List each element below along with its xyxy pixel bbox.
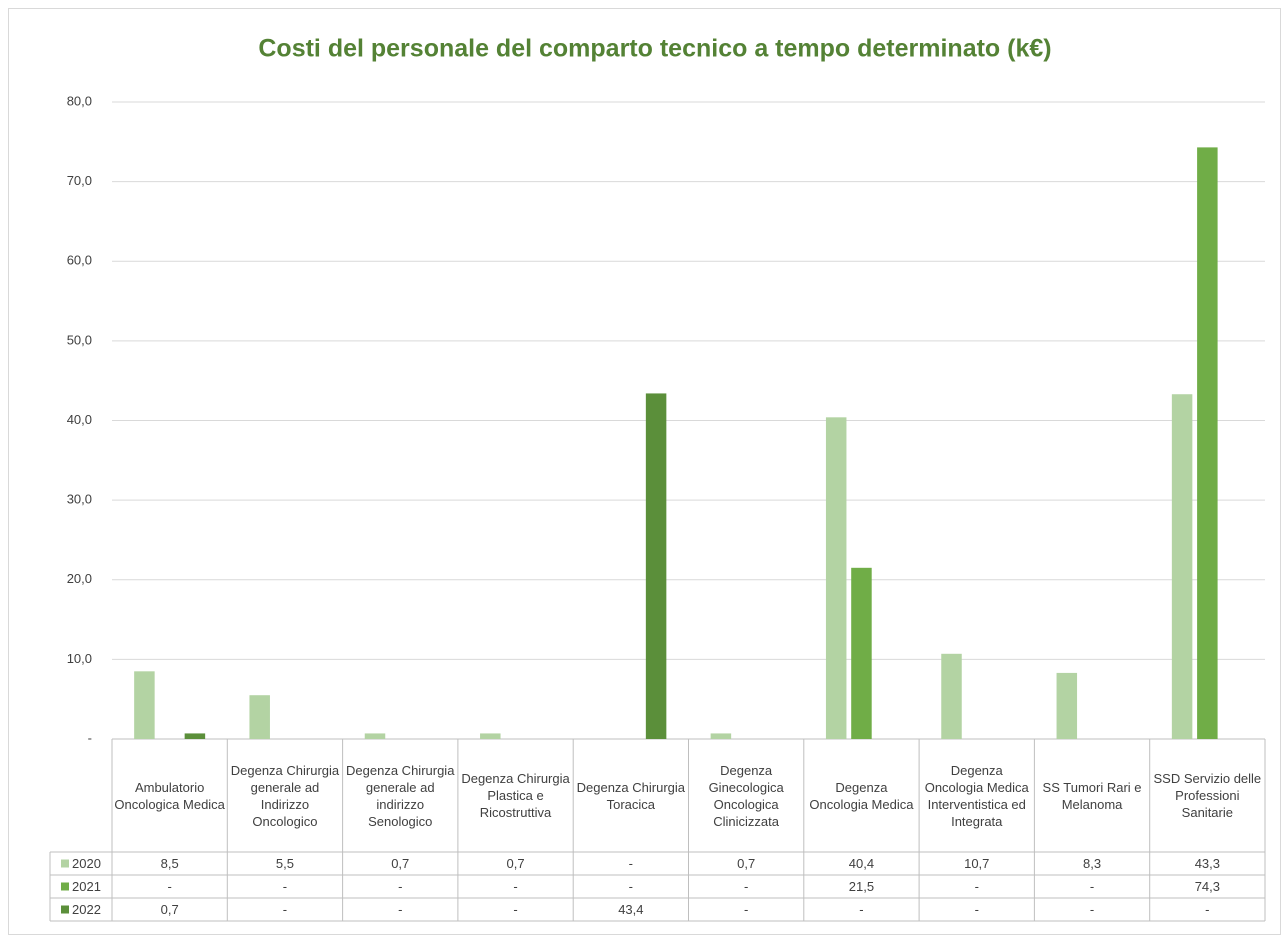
value-label: 8,5 (161, 856, 179, 871)
value-label: 0,7 (737, 856, 755, 871)
x-tick-label: Ambulatorio Oncologica Medica (114, 779, 225, 812)
x-category-cell: Ambulatorio Oncologica Medica (114, 779, 225, 812)
x-category-cell: Degenza Chirurgia Toracica (576, 779, 686, 812)
legend-label: 2021 (72, 879, 101, 894)
x-tick-label: Degenza Chirurgia generale ad indirizzo … (346, 762, 455, 829)
value-label: - (1205, 902, 1209, 917)
legend-label: 2022 (72, 902, 101, 917)
value-label: 40,4 (849, 856, 874, 871)
value-label: - (1090, 879, 1094, 894)
y-tick-label: 20,0 (67, 571, 92, 586)
x-category-cell: SS Tumori Rari e Melanoma (1042, 779, 1142, 812)
value-label: 0,7 (161, 902, 179, 917)
value-label: - (283, 902, 287, 917)
bar (851, 567, 872, 739)
bar (645, 393, 667, 739)
value-label: - (744, 879, 748, 894)
bar (364, 733, 386, 739)
legend-label: 2020 (72, 856, 101, 871)
x-category-cell: Degenza Ginecologica Oncologica Cliniciz… (708, 762, 784, 829)
bar (941, 653, 962, 739)
bar (825, 417, 847, 739)
chart-title: Costi del personale del comparto tecnico… (258, 35, 1051, 63)
bar (249, 695, 270, 739)
y-tick-label: 80,0 (67, 93, 92, 108)
value-label: - (975, 902, 979, 917)
x-category-cell: Degenza Chirurgia Plastica e Ricostrutti… (461, 771, 570, 820)
x-category-cell: Degenza Chirurgia generale ad indirizzo … (346, 762, 455, 829)
value-label: - (513, 902, 517, 917)
bar (134, 671, 155, 739)
value-label: - (1090, 902, 1094, 917)
bar (710, 733, 732, 739)
value-label: - (283, 879, 287, 894)
x-tick-label: SSD Servizio delle Professioni Sanitarie (1153, 771, 1262, 820)
y-tick-label: - (88, 730, 92, 745)
value-label: - (629, 879, 633, 894)
x-category-cell: SSD Servizio delle Professioni Sanitarie (1153, 771, 1262, 820)
y-tick-label: 50,0 (67, 332, 92, 347)
y-tick-label: 30,0 (67, 492, 92, 507)
value-label: 21,5 (849, 879, 874, 894)
bar (480, 733, 501, 739)
y-tick-label: 60,0 (67, 253, 92, 268)
value-label: 0,7 (391, 856, 409, 871)
bar (1171, 394, 1193, 739)
value-label: - (398, 879, 402, 894)
x-tick-label: Degenza Chirurgia Plastica e Ricostrutti… (461, 771, 570, 820)
bar (1197, 147, 1218, 740)
x-category-cell: Degenza Oncologia Medica Interventistica… (924, 762, 1029, 829)
x-tick-label: Degenza Ginecologica Oncologica Cliniciz… (708, 762, 784, 829)
chart-border (8, 8, 1281, 935)
value-label: - (744, 902, 748, 917)
legend-swatch (61, 882, 69, 891)
value-label: - (398, 902, 402, 917)
legend-swatch (61, 905, 69, 914)
value-label: 0,7 (507, 856, 525, 871)
legend-swatch (61, 859, 69, 868)
value-label: 10,7 (964, 856, 989, 871)
x-category-cell: Degenza Oncologia Medica (809, 779, 914, 812)
y-tick-label: 10,0 (67, 651, 92, 666)
y-tick-label: 40,0 (67, 412, 92, 427)
value-label: - (629, 856, 633, 871)
x-category-cell: Degenza Chirurgia generale ad Indirizzo … (230, 762, 340, 829)
value-label: 43,3 (1195, 856, 1220, 871)
value-label: 5,5 (276, 856, 294, 871)
bar (184, 733, 206, 739)
value-label: - (167, 879, 171, 894)
bar (1056, 672, 1078, 739)
value-label: 8,3 (1083, 856, 1101, 871)
x-tick-label: Degenza Oncologia Medica (809, 779, 914, 812)
value-label: - (859, 902, 863, 917)
value-label: - (975, 879, 979, 894)
x-tick-label: Degenza Oncologia Medica Interventistica… (924, 762, 1029, 829)
x-tick-label: Degenza Chirurgia generale ad Indirizzo … (230, 762, 340, 829)
y-tick-label: 70,0 (67, 173, 92, 188)
value-label: - (513, 879, 517, 894)
x-tick-label: SS Tumori Rari e Melanoma (1042, 779, 1142, 812)
value-label: 74,3 (1195, 879, 1220, 894)
x-tick-label: Degenza Chirurgia Toracica (576, 779, 686, 812)
value-label: 43,4 (618, 902, 643, 917)
